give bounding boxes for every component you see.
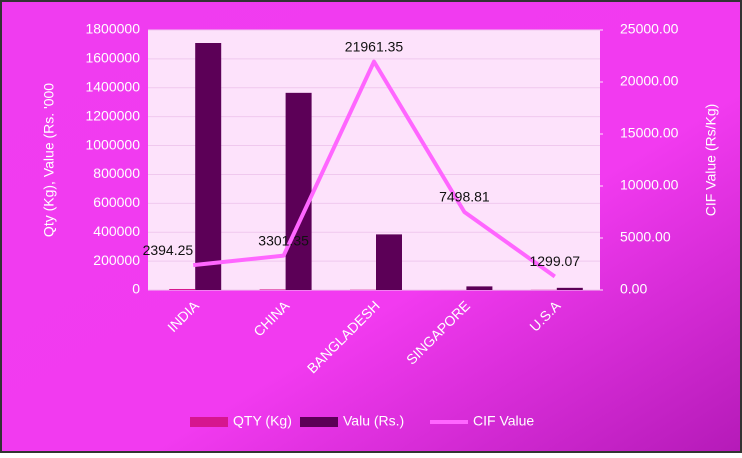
y-tick-label: 800000 [93,165,140,181]
legend-label: CIF Value [473,413,534,429]
bar [286,93,312,290]
data-label: 3301.35 [258,232,309,248]
y2-tick-label: 10000.00 [620,177,679,193]
y-tick-label: 1200000 [85,107,140,123]
y-tick-label: 1000000 [85,136,140,152]
y-tick-label: 1600000 [85,50,140,66]
y2-tick-label: 20000.00 [620,73,679,89]
y-tick-label: 0 [132,281,140,297]
y-tick-label: 600000 [93,194,140,210]
bar [376,234,402,290]
y-tick-label: 400000 [93,223,140,239]
data-label: 1299.07 [529,253,580,269]
y2-tick-label: 25000.00 [620,21,679,37]
data-label: 2394.25 [143,242,194,258]
y-tick-label: 1800000 [85,21,140,37]
y2-axis-title: CIF Value (Rs/Kg) [703,104,719,217]
legend-label: QTY (Kg) [233,413,292,429]
legend-swatch [300,417,338,427]
bar [195,43,221,290]
bar [169,289,195,290]
y-tick-label: 200000 [93,252,140,268]
y2-tick-label: 0.00 [620,281,647,297]
bar [466,286,492,290]
y2-tick-label: 15000.00 [620,125,679,141]
y-axis-title: Qty (Kg), Value (Rs. '000 [41,83,57,237]
y-tick-label: 1400000 [85,78,140,94]
data-label: 21961.35 [345,38,404,54]
bar [260,289,286,290]
legend-swatch [190,417,228,427]
data-label: 7498.81 [439,189,490,205]
legend-label: Valu (Rs.) [343,413,404,429]
y2-tick-label: 5000.00 [620,229,671,245]
bar [557,288,583,290]
